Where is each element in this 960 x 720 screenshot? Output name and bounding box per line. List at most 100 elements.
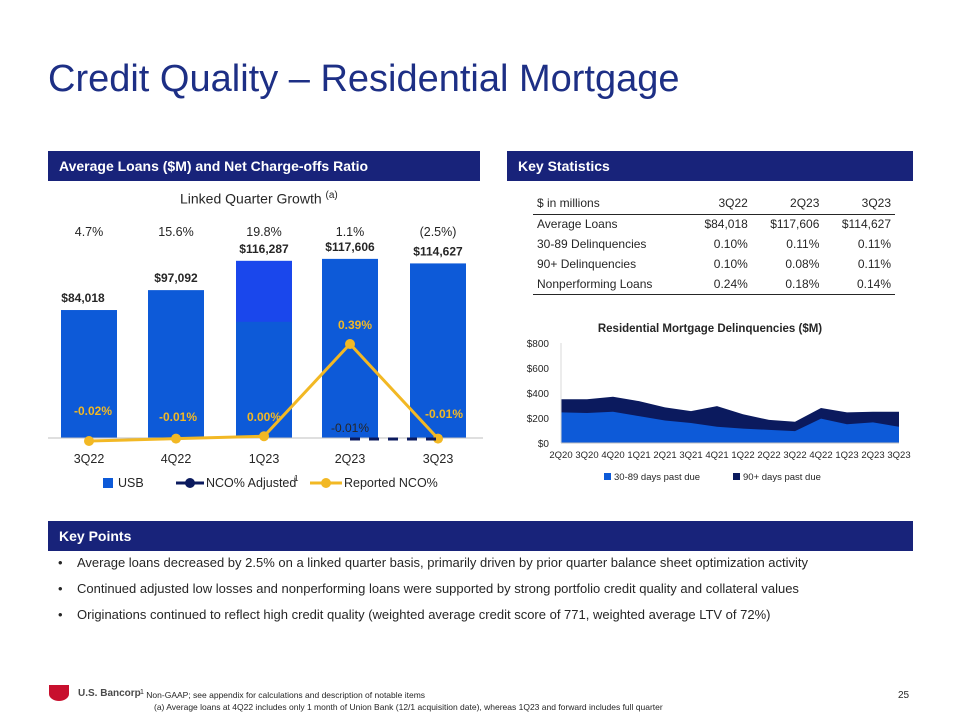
cell-value: 3Q23 <box>823 193 895 215</box>
list-item: • Average loans decreased by 2.5% on a li… <box>58 553 918 579</box>
y-tick-label: $800 <box>527 339 550 350</box>
x-tick-label: 1Q23 <box>249 452 280 466</box>
section-header-loans: Average Loans ($M) and Net Charge-offs R… <box>48 151 480 181</box>
cell-value: 0.11% <box>786 237 820 251</box>
nco-value-label: -0.01% <box>159 410 197 424</box>
legend-adjusted-label: NCO% Adjusted <box>206 476 296 490</box>
reported-nco-point <box>433 433 443 444</box>
reported-nco-point <box>345 339 355 349</box>
cell-value: 0.08% <box>785 257 820 271</box>
cell-value: 0.18% <box>751 274 824 295</box>
growth-label: 1.1% <box>335 225 365 239</box>
y-tick-label: $400 <box>527 389 550 400</box>
growth-label: 4.7% <box>74 225 104 239</box>
x-tick-label: 2Q20 <box>549 450 572 461</box>
bar-value-label: $116,287 <box>239 242 289 256</box>
usb-bar <box>61 310 117 438</box>
cell-value: $84,018 <box>704 217 748 232</box>
footnote-1: 1 Non-GAAP; see appendix for calculation… <box>140 689 425 700</box>
y-tick-label: $200 <box>527 414 550 425</box>
table-row: 90+ Delinquencies 0.10% 0.08% 0.11% <box>533 254 895 274</box>
lqg-note: (a) <box>325 190 338 201</box>
usb-bar <box>148 290 204 438</box>
usb-bar-upper <box>236 260 292 322</box>
bullet-icon: • <box>58 581 63 596</box>
bullet-icon: • <box>58 607 63 622</box>
x-tick-label: 1Q23 <box>835 450 858 461</box>
legend-30-89-swatch <box>604 473 611 480</box>
cell-value: $114,627 <box>841 217 891 232</box>
legend-90-plus-swatch <box>733 473 740 480</box>
reported-nco-point <box>84 436 94 446</box>
cell-value: 3Q22 <box>687 193 752 215</box>
nco-value-label: -0.02% <box>74 404 112 418</box>
legend-reported-label: Reported NCO% <box>344 476 438 490</box>
cell-value: 0.10% <box>713 257 748 271</box>
footnote-1-marker: 1 <box>140 689 144 696</box>
legend-usb-label: USB <box>118 476 144 490</box>
growth-label: (2.5%) <box>419 225 457 239</box>
cell-value: 0.11% <box>857 257 891 271</box>
cell-value: 0.10% <box>713 237 748 251</box>
row-label: 90+ Delinquencies <box>537 257 637 271</box>
x-tick-label: 2Q23 <box>335 452 366 466</box>
growth-label: 15.6% <box>158 225 194 239</box>
usbancorp-logo: U.S. Bancorp <box>48 684 141 702</box>
x-tick-label: 4Q22 <box>809 450 832 461</box>
x-tick-label: 2Q22 <box>757 450 780 461</box>
bar-value-label: $97,092 <box>154 271 198 285</box>
x-tick-label: 4Q22 <box>161 452 192 466</box>
area-30-89 <box>561 411 899 443</box>
cell-value: 0.24% <box>687 274 752 295</box>
legend-reported-marker <box>321 478 331 488</box>
bar-value-label: $114,627 <box>413 244 463 258</box>
delinquencies-chart: Residential Mortgage Delinquencies ($M) $… <box>527 323 911 483</box>
y-tick-label: $0 <box>538 439 550 450</box>
key-points-list: • Average loans decreased by 2.5% on a li… <box>58 553 918 631</box>
legend-30-89-label: 30-89 days past due <box>614 472 700 483</box>
x-tick-label: 3Q22 <box>74 452 105 466</box>
footnote-1-text: Non-GAAP; see appendix for calculations … <box>146 689 426 700</box>
cell-value: 2Q23 <box>751 193 824 215</box>
key-point-text: Continued adjusted low losses and nonper… <box>77 581 799 596</box>
nco-value-label: 0.00% <box>247 410 281 424</box>
reported-nco-point <box>259 431 269 442</box>
logo-text: U.S. Bancorp <box>78 687 141 699</box>
key-point-text: Originations continued to reflect high c… <box>77 607 771 622</box>
lqg-label: Linked Quarter Growth <box>180 190 322 207</box>
legend-note-marker: 1 <box>294 474 299 483</box>
key-point-text: Average loans decreased by 2.5% on a lin… <box>77 555 809 570</box>
nco-adjusted-label: -0.01% <box>331 421 369 435</box>
bar-value-label: $117,606 <box>325 240 375 254</box>
legend-90-plus-label: 90+ days past due <box>743 472 821 483</box>
nco-value-label: 0.39% <box>338 318 372 332</box>
x-tick-label: 1Q21 <box>627 450 650 461</box>
page-title: Credit Quality – Residential Mortgage <box>48 58 680 100</box>
cell-value: 0.14% <box>823 274 895 295</box>
list-item: • Continued adjusted low losses and nonpe… <box>58 579 918 605</box>
x-tick-label: 4Q20 <box>601 450 624 461</box>
x-tick-label: 3Q22 <box>783 450 806 461</box>
shield-logo-icon <box>49 685 69 701</box>
x-tick-label: 4Q21 <box>705 450 728 461</box>
delinquency-chart-title: Residential Mortgage Delinquencies ($M) <box>598 323 822 335</box>
x-tick-label: 3Q23 <box>887 450 910 461</box>
x-tick-label: 1Q22 <box>731 450 754 461</box>
x-tick-label: 3Q20 <box>575 450 598 461</box>
section-header-key-points: Key Points <box>48 521 913 551</box>
key-statistics-table: $ in millions 3Q22 2Q23 3Q23 Average Loans $8… <box>533 193 895 295</box>
legend-adjusted-marker <box>185 478 195 488</box>
bar-value-label: $84,018 <box>61 291 105 305</box>
reported-nco-point <box>171 433 181 444</box>
table-row: 30-89 Delinquencies 0.10% 0.11% 0.11% <box>533 234 895 254</box>
row-label: Average Loans <box>537 217 618 232</box>
list-item: • Originations continued to reflect high … <box>58 605 918 631</box>
row-label: $ in millions <box>533 193 688 215</box>
cell-value: 0.11% <box>857 237 891 251</box>
row-label: Nonperforming Loans <box>533 274 688 295</box>
y-tick-label: $600 <box>527 364 550 375</box>
loans-nco-chart: $84,018 $97,092 $116,287 $117,606 $114,627 3Q… <box>48 240 483 490</box>
growth-label: 19.8% <box>246 225 282 239</box>
row-label: 30-89 Delinquencies <box>537 237 647 251</box>
table-row: Average Loans $84,018 $117,606 $114,627 <box>533 214 895 234</box>
